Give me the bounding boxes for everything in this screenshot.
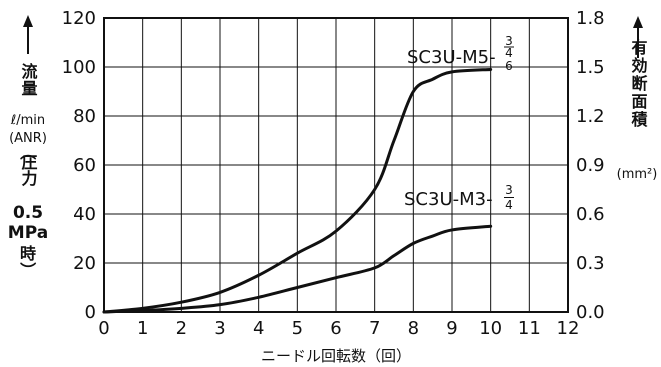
y-axis-right-title: 有効断面積 (mm²)	[617, 16, 658, 182]
y-axis-left-title: 流量 ℓ/min (ANR) （ 圧力 0.5 MPa 時 ）	[8, 15, 48, 278]
series-label-suffix: 3	[505, 183, 513, 197]
y-right-unit: (mm²)	[617, 167, 658, 182]
x-tick-label: 2	[176, 318, 187, 339]
x-tick-label: 11	[518, 318, 541, 339]
y2-tick-label: 1.8	[576, 8, 605, 29]
y-left-standard: (ANR)	[9, 131, 47, 146]
series-label-suffix: 3	[505, 34, 513, 48]
y2-tick-label: 1.2	[576, 106, 605, 127]
y2-tick-label: 0.6	[576, 204, 605, 225]
x-tick-label: 5	[292, 318, 303, 339]
y2-tick-label: 0.9	[576, 155, 605, 176]
y-axis-right: 0.0 0.3 0.6 0.9 1.2 1.5 1.8	[576, 8, 605, 323]
x-tick-label: 10	[479, 318, 502, 339]
series-label-suffix: 6	[505, 59, 513, 73]
y-tick-label: 0	[85, 302, 96, 323]
x-tick-label: 6	[330, 318, 341, 339]
x-tick-label: 12	[557, 318, 580, 339]
x-tick-label: 8	[408, 318, 419, 339]
y-left-pressure-unit: MPa	[8, 223, 48, 243]
series-label-suffix: 4	[505, 46, 513, 60]
y-left-time-label: 時	[20, 244, 36, 263]
y-tick-label: 20	[73, 253, 96, 274]
series-label: SC3U-M5-	[407, 47, 496, 68]
y-left-unit: ℓ/min	[10, 113, 45, 128]
y-left-title: 流量	[19, 62, 38, 97]
y-left-pressure-label: 圧力	[19, 154, 38, 187]
x-tick-label: 0	[98, 318, 109, 339]
y-left-paren-open: （	[18, 144, 37, 160]
x-axis-title: ニードル回転数（回）	[261, 347, 411, 365]
y-axis-left: 0 20 40 60 80 100 120	[62, 8, 96, 323]
y-right-title: 有効断面積	[629, 38, 649, 129]
y-tick-label: 100	[62, 57, 96, 78]
plot-frame	[103, 17, 569, 313]
y2-tick-label: 1.5	[576, 57, 605, 78]
y-left-paren-close: ）	[18, 262, 37, 278]
x-tick-label: 1	[137, 318, 148, 339]
y-axis-right-arrowhead-icon	[633, 16, 643, 28]
x-axis: 0 1 2 3 4 5 6 7 8 9 10 11 12	[98, 318, 579, 339]
series-line	[102, 67, 493, 314]
grid	[104, 18, 568, 312]
y-left-pressure-value: 0.5	[13, 203, 43, 223]
x-tick-label: 7	[369, 318, 380, 339]
y-tick-label: 60	[73, 155, 96, 176]
series-line	[102, 224, 493, 314]
y-tick-label: 40	[73, 204, 96, 225]
y-tick-label: 80	[73, 106, 96, 127]
series-label-suffix: 4	[505, 198, 513, 212]
x-tick-label: 4	[253, 318, 264, 339]
y2-tick-label: 0.0	[576, 302, 605, 323]
series-label: SC3U-M3-	[404, 189, 493, 210]
y-axis-left-arrowhead-icon	[23, 15, 33, 27]
y2-tick-label: 0.3	[576, 253, 605, 274]
y-tick-label: 120	[62, 8, 96, 29]
x-tick-label: 3	[214, 318, 225, 339]
x-tick-label: 9	[446, 318, 457, 339]
